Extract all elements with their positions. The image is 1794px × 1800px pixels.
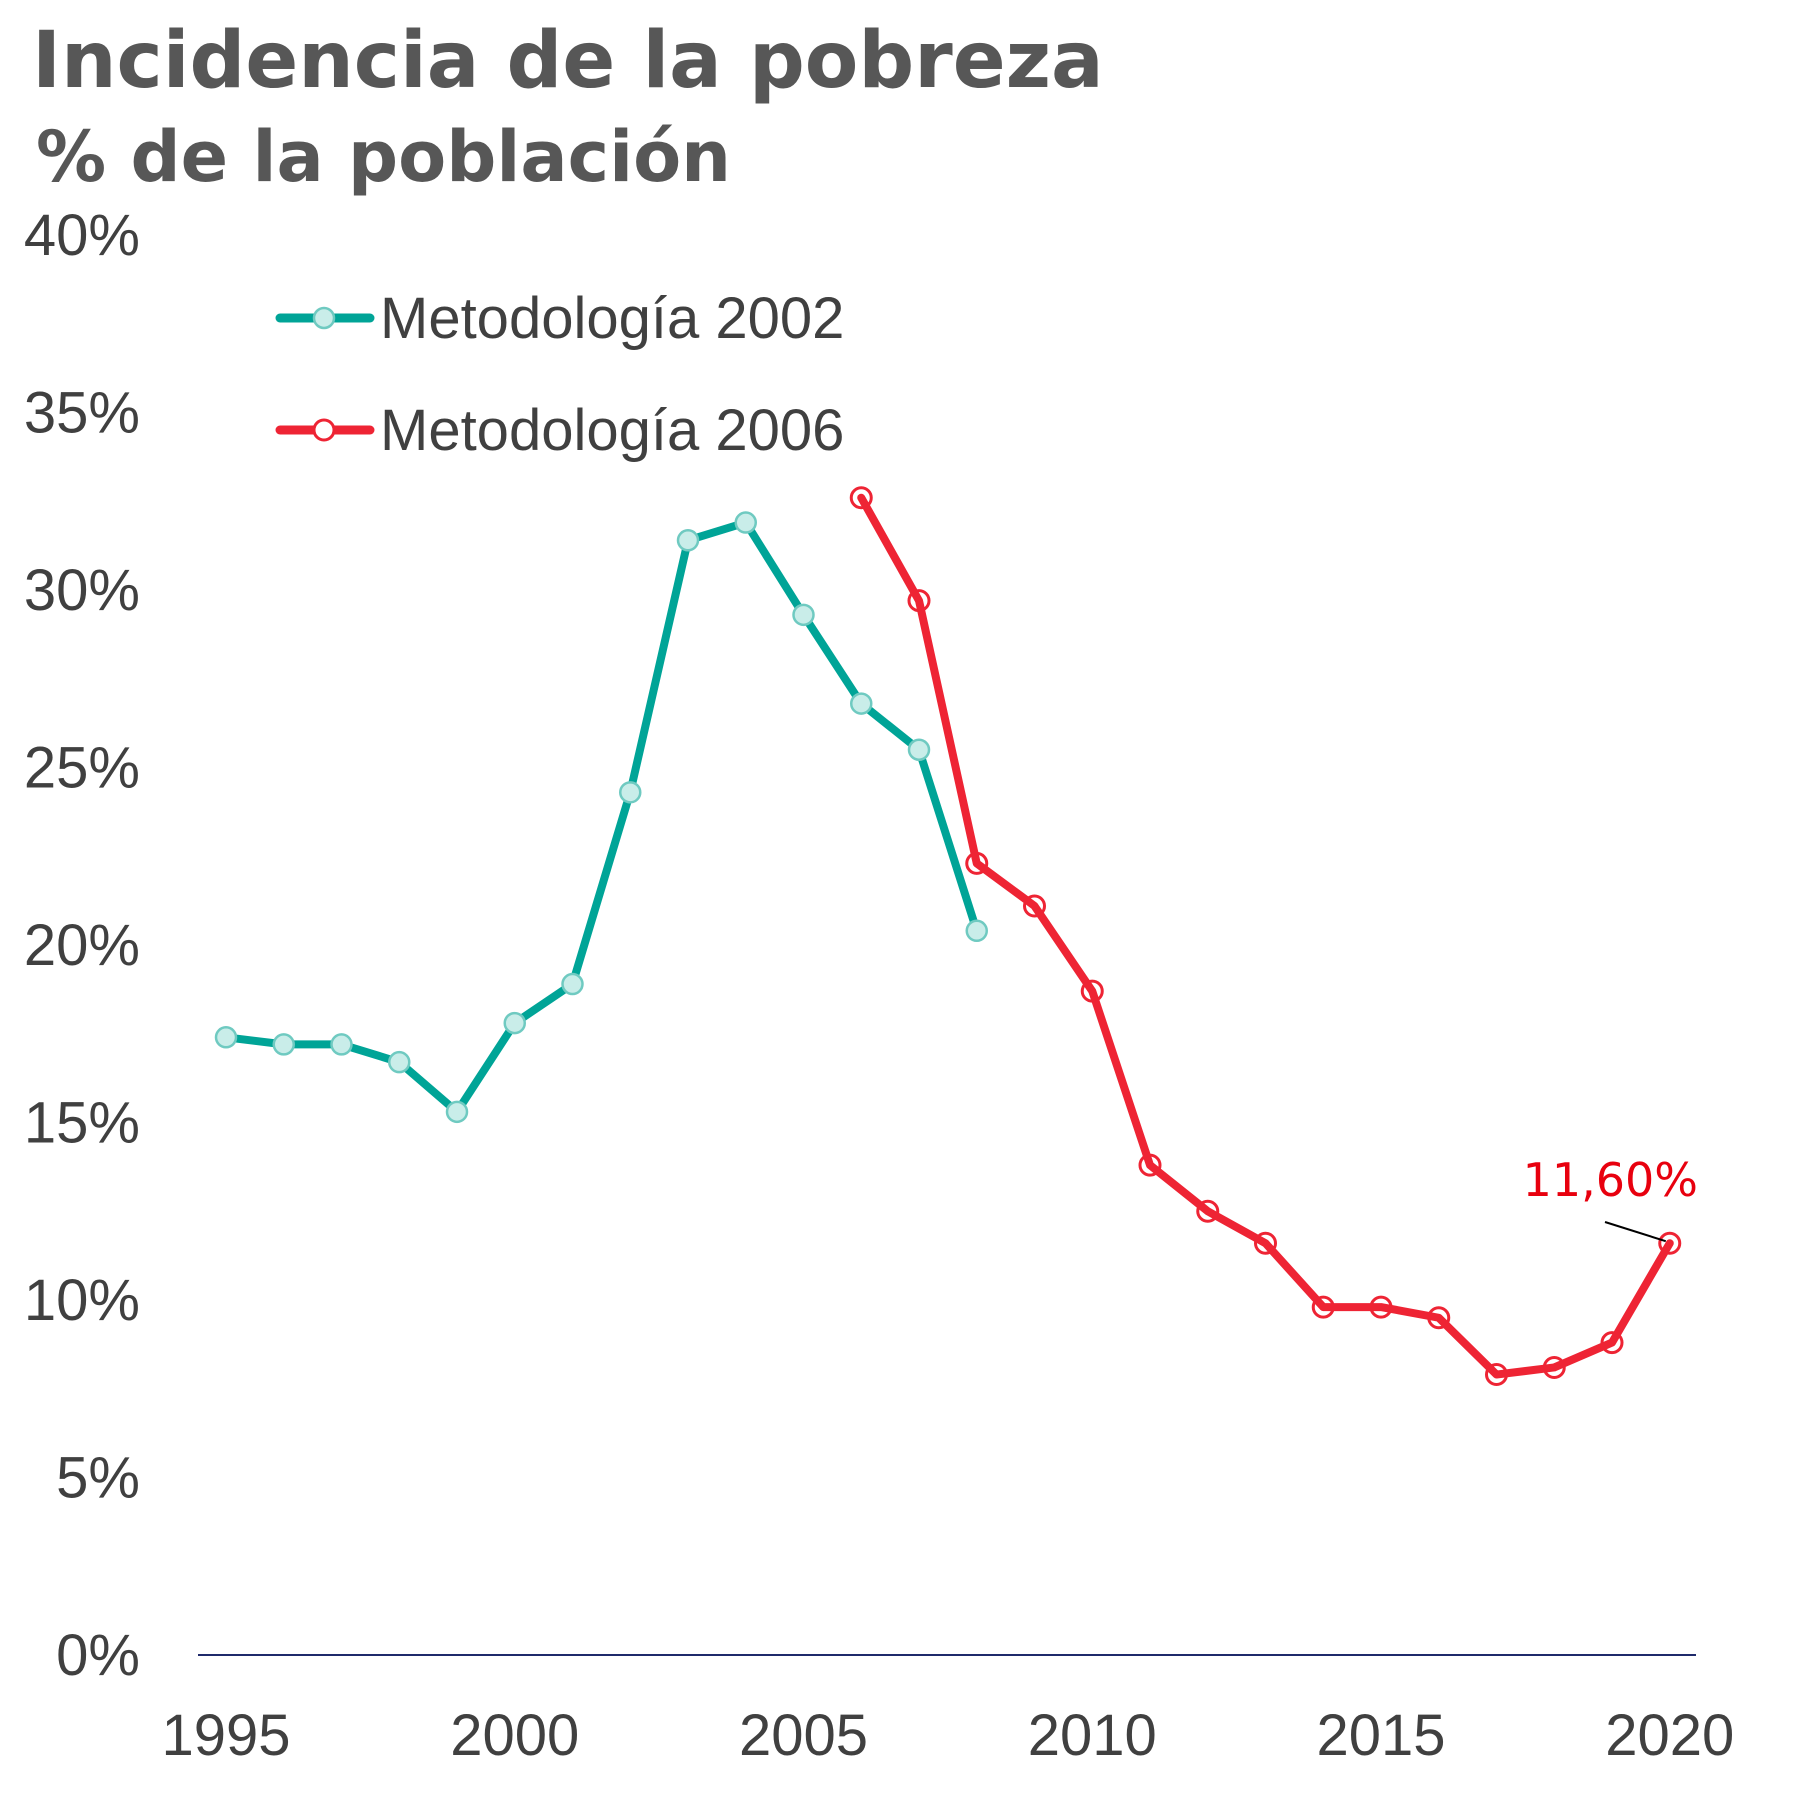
annotation-layer: 11,60% xyxy=(1523,1153,1698,1243)
y-tick-label: 15% xyxy=(24,1091,140,1156)
legend-label: Metodología 2006 xyxy=(380,398,844,463)
data-point xyxy=(503,1011,526,1035)
x-tick-label: 2010 xyxy=(1028,1703,1157,1768)
data-point xyxy=(1600,1331,1624,1355)
data-point xyxy=(330,1033,353,1056)
data-point xyxy=(965,919,988,943)
chart-axes: 0% 5% 10% 15% 20% 25% 30% 35% 40% 1995 2000 2005 201… xyxy=(24,203,1734,1768)
data-point xyxy=(676,529,700,552)
data-point xyxy=(1023,894,1046,918)
x-tick-label: 2000 xyxy=(450,1703,579,1768)
x-tick-label: 2015 xyxy=(1316,1703,1445,1768)
data-point xyxy=(1485,1363,1508,1387)
y-tick-label: 35% xyxy=(24,381,140,446)
series-2 xyxy=(849,486,1682,1387)
data-point xyxy=(1311,1295,1335,1319)
data-point xyxy=(1196,1199,1220,1223)
series-1 xyxy=(214,511,988,1124)
data-point xyxy=(1369,1295,1393,1319)
data-point xyxy=(388,1050,411,1074)
y-tick-label: 30% xyxy=(24,558,140,623)
data-point xyxy=(272,1033,295,1056)
data-point xyxy=(1254,1231,1277,1255)
data-point xyxy=(1080,979,1104,1003)
data-point xyxy=(850,692,873,715)
legend-swatch-marker xyxy=(312,418,336,442)
data-point xyxy=(792,603,815,627)
series-line xyxy=(222,518,981,1116)
data-point xyxy=(1542,1355,1566,1379)
series-layer xyxy=(214,486,1682,1387)
series-line xyxy=(857,493,1674,1379)
data-point xyxy=(907,589,931,613)
y-tick-label: 20% xyxy=(24,913,140,978)
x-tick-label: 2020 xyxy=(1605,1703,1734,1768)
x-tick-label: 1995 xyxy=(161,1703,290,1768)
data-point xyxy=(445,1100,469,1124)
data-point xyxy=(1658,1231,1682,1255)
legend-label: Metodología 2002 xyxy=(380,286,844,351)
data-point xyxy=(907,738,931,761)
chart-legend: Metodología 2002 Metodología 2006 xyxy=(275,286,844,463)
annotation-leader-line xyxy=(1604,1221,1667,1243)
y-tick-label: 40% xyxy=(24,203,140,268)
annotation-label: 11,60% xyxy=(1523,1153,1698,1207)
data-point xyxy=(965,851,989,875)
y-tick-label: 0% xyxy=(56,1623,140,1688)
data-point xyxy=(214,1026,238,1049)
y-tick-label: 5% xyxy=(56,1446,140,1511)
data-point xyxy=(1427,1306,1451,1330)
y-tick-label: 10% xyxy=(24,1268,140,1333)
chart-subtitle: % de la población xyxy=(36,116,732,198)
chart-title: Incidencia de la pobreza xyxy=(32,16,1104,106)
data-point xyxy=(734,511,757,534)
legend-swatch-marker xyxy=(312,306,336,330)
data-point xyxy=(619,781,642,804)
y-tick-label: 25% xyxy=(24,736,140,801)
data-point xyxy=(561,972,584,996)
x-tick-label: 2005 xyxy=(739,1703,868,1768)
data-point xyxy=(1138,1153,1162,1177)
data-point xyxy=(849,486,873,510)
